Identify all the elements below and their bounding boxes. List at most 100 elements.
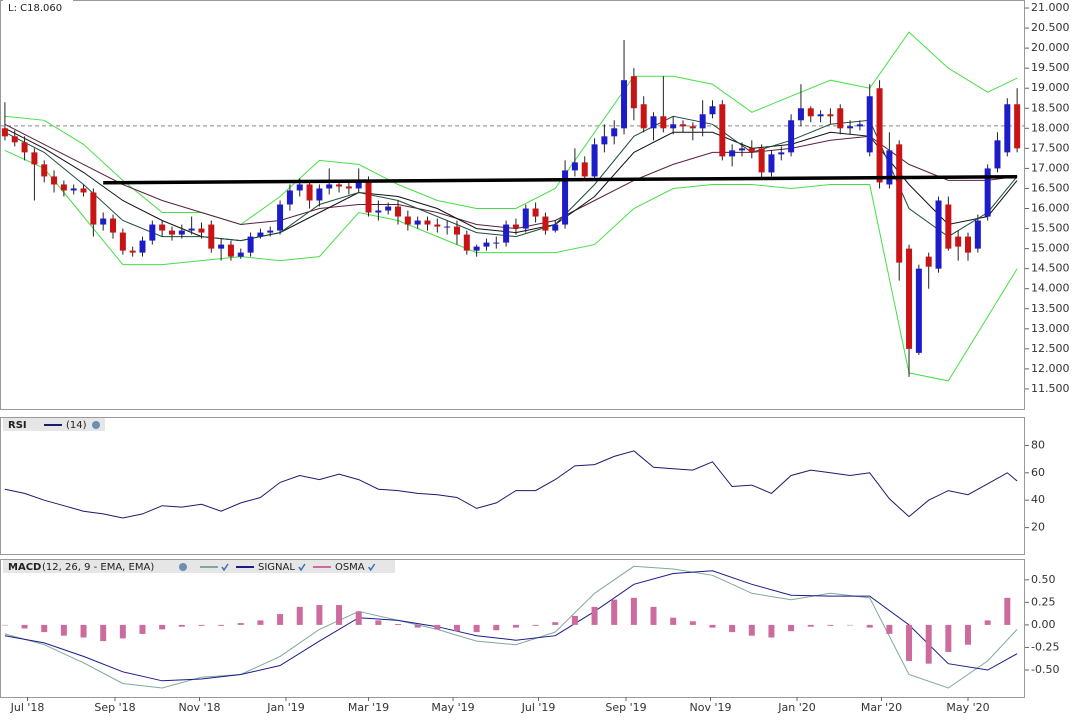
candle-body [1, 128, 8, 137]
y-tick-label: 17.000 [1031, 161, 1070, 174]
rsi-params: (14) [66, 420, 87, 431]
osma-bar [493, 624, 500, 631]
candle-body [699, 114, 706, 129]
legend-check [368, 563, 376, 572]
candle-body [355, 180, 362, 189]
rsi-line [4, 450, 1018, 519]
candle-body [237, 252, 244, 257]
candle-body [1004, 104, 1011, 153]
x-tick-label: Jan '19 [266, 701, 304, 714]
macd-params: (12, 26, 9 - EMA, EMA) [42, 562, 154, 573]
overlay-line [4, 149, 1018, 382]
candle-body [208, 224, 215, 249]
candle-body [188, 228, 195, 231]
candle-body [778, 152, 785, 155]
osma-bar [159, 624, 166, 630]
candle-body [90, 192, 97, 225]
candle-body [227, 244, 234, 257]
candle-body [444, 226, 451, 228]
y-tick-label: 16.500 [1031, 181, 1070, 194]
candle-body [404, 216, 411, 225]
candle-body [748, 148, 755, 153]
y-tick-label: 17.500 [1031, 141, 1070, 154]
osma-bar [886, 624, 893, 634]
osma-bar [316, 605, 323, 625]
osma-bar [139, 624, 146, 634]
osma-bar [218, 624, 225, 626]
macd-line [4, 570, 1018, 682]
candle-body [955, 236, 962, 247]
y-tick-label: 21.000 [1031, 1, 1070, 14]
osma-bar [277, 614, 284, 625]
y-tick-label: 11.500 [1031, 382, 1070, 395]
candle-body [660, 116, 667, 129]
candle-body [729, 150, 736, 157]
osma-bar [178, 624, 185, 627]
candle-body [414, 220, 421, 225]
candle-body [689, 126, 696, 129]
candle-body [267, 230, 274, 233]
osma-bar [709, 624, 716, 628]
candle-body [827, 114, 834, 117]
x-tick-label: Mar '19 [348, 701, 389, 714]
y-tick-label: 13.500 [1031, 302, 1070, 315]
candle-body [601, 136, 608, 145]
overlay-line [4, 31, 1018, 226]
candle-body [110, 218, 117, 233]
osma-bar [984, 620, 991, 625]
candle-body [80, 188, 87, 193]
candle-body [296, 184, 303, 191]
candle-body [463, 234, 470, 251]
osma-bar [650, 606, 657, 625]
candle-body [788, 120, 795, 153]
candle-body [178, 230, 185, 235]
candle-body [21, 142, 28, 153]
candle-body [453, 226, 460, 235]
y-tick-label: 0.50 [1031, 573, 1056, 586]
osma-bar [80, 624, 87, 638]
osma-bar [611, 599, 618, 625]
settings-icon[interactable] [92, 421, 100, 429]
candle-body [621, 80, 628, 129]
y-tick-label: -0.50 [1031, 663, 1059, 676]
candle-body [945, 204, 952, 249]
candle-body [709, 106, 716, 115]
x-tick-label: Sep '18 [94, 701, 135, 714]
candle-body [847, 126, 854, 129]
candle-body [70, 188, 77, 191]
candle-body [650, 116, 657, 129]
osma-bar [768, 624, 775, 638]
candle-body [31, 152, 38, 165]
osma-bar [591, 606, 598, 625]
osma-bar [807, 624, 814, 627]
candle-body [552, 224, 559, 231]
osma-bar [788, 624, 795, 632]
candle-body [591, 144, 598, 177]
x-tick-label: Jul '19 [521, 701, 556, 714]
support-line [103, 175, 1018, 185]
y-tick-label: 14.500 [1031, 262, 1070, 275]
candle-body [562, 170, 569, 225]
y-tick-label: 15.000 [1031, 242, 1070, 255]
candle-body [512, 224, 519, 229]
candle-body [286, 190, 293, 205]
y-tick-label: 14.000 [1031, 282, 1070, 295]
osma-bar [473, 624, 480, 633]
rsi-title: RSI [8, 420, 27, 431]
macd-panel [0, 559, 1025, 698]
x-tick-label: Jan '20 [777, 701, 815, 714]
macd-header [3, 560, 395, 573]
osma-bar [336, 605, 343, 625]
osma-bar [670, 617, 677, 625]
settings-icon[interactable] [179, 563, 187, 571]
osma-bar [1, 624, 8, 626]
osma-bar [41, 624, 48, 633]
candle-body [797, 108, 804, 121]
osma-bar [748, 624, 755, 636]
candle-body [365, 180, 372, 213]
osma-bar [100, 624, 107, 642]
candle-body [493, 242, 500, 244]
candle-body [395, 206, 402, 217]
legend-label: SIGNAL [258, 562, 295, 573]
